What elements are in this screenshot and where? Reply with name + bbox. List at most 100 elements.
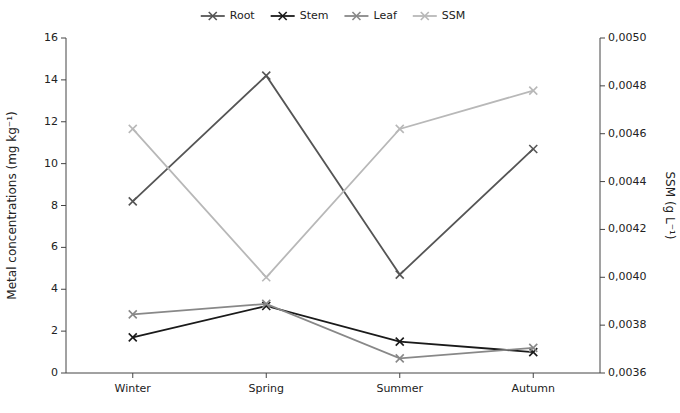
x-axis-line: [66, 373, 600, 374]
marker-stroke: [129, 125, 137, 133]
marker-stroke: [396, 354, 404, 362]
y-tick-label: 12: [44, 115, 58, 128]
marker-stroke: [529, 145, 537, 153]
marker-stroke: [129, 310, 137, 318]
marker-stroke: [396, 354, 404, 362]
marker-stroke: [529, 145, 537, 153]
y2-axis-label: SSM (g L⁻¹): [663, 171, 677, 239]
marker-stroke: [396, 271, 404, 279]
marker: [529, 348, 537, 356]
legend-item: Leaf: [344, 9, 397, 22]
y-tick-label: 0: [51, 366, 58, 379]
y2-tick-label: 0,0038: [608, 318, 647, 331]
y2-tick-label: 0,0040: [608, 270, 647, 283]
legend-label: Leaf: [373, 9, 397, 22]
marker: [529, 87, 537, 95]
y-tick-label: 10: [44, 157, 58, 170]
marker: [396, 354, 404, 362]
marker-stroke: [279, 12, 287, 20]
y2-tick-label: 0,0042: [608, 222, 647, 235]
marker: [396, 125, 404, 133]
marker: [529, 344, 537, 352]
y-tick-label: 14: [44, 73, 58, 86]
marker: [129, 333, 137, 341]
y-tick: [61, 331, 66, 332]
marker-stroke: [396, 271, 404, 279]
x-tick: [399, 373, 400, 378]
legend-label: Stem: [300, 9, 329, 22]
legend-label: SSM: [442, 9, 465, 22]
y-tick-label: 8: [51, 199, 58, 212]
marker: [262, 273, 270, 281]
y-tick: [61, 163, 66, 164]
y2-axis-line: [600, 38, 601, 373]
marker-stroke: [262, 300, 270, 308]
x-tick-label: Winter: [115, 382, 152, 395]
marker: [262, 72, 270, 80]
marker-stroke: [529, 87, 537, 95]
y2-tick-label: 0,0046: [608, 127, 647, 140]
legend-marker: [352, 12, 360, 20]
series-line: [133, 76, 534, 275]
y2-tick-label: 0,0036: [608, 366, 647, 379]
marker: [262, 300, 270, 308]
marker-stroke: [396, 125, 404, 133]
y-tick: [61, 205, 66, 206]
marker-stroke: [209, 12, 217, 20]
marker-stroke: [529, 344, 537, 352]
legend-label: Root: [230, 9, 256, 22]
y2-tick: [600, 325, 605, 326]
y-tick-label: 6: [51, 240, 58, 253]
marker-stroke: [129, 125, 137, 133]
marker-stroke: [529, 348, 537, 356]
marker-stroke: [279, 12, 287, 20]
y-tick: [61, 79, 66, 80]
x-tick-label: Autumn: [512, 382, 555, 395]
y2-tick-label: 0,0044: [608, 175, 647, 188]
marker-stroke: [352, 12, 360, 20]
y2-tick-label: 0,0048: [608, 79, 647, 92]
y2-tick: [600, 85, 605, 86]
chart: 0246810121416Metal concentrations (mg kg…: [0, 0, 680, 413]
x-tick: [533, 373, 534, 378]
marker-stroke: [262, 300, 270, 308]
marker-stroke: [129, 333, 137, 341]
marker-stroke: [396, 125, 404, 133]
y2-tick: [600, 373, 605, 374]
marker-stroke: [352, 12, 360, 20]
marker: [529, 145, 537, 153]
marker-stroke: [396, 338, 404, 346]
marker: [129, 125, 137, 133]
x-tick: [266, 373, 267, 378]
marker-stroke: [209, 12, 217, 20]
y-tick: [61, 121, 66, 122]
marker: [129, 310, 137, 318]
marker-stroke: [262, 72, 270, 80]
y2-tick: [600, 229, 605, 230]
series-line: [133, 304, 534, 358]
marker-stroke: [129, 333, 137, 341]
marker-stroke: [421, 12, 429, 20]
legend-marker: [279, 12, 287, 20]
marker-stroke: [529, 344, 537, 352]
legend-item: SSM: [413, 9, 465, 22]
series-line: [133, 306, 534, 352]
x-tick-label: Spring: [249, 382, 285, 395]
y-tick-label: 4: [51, 282, 58, 295]
legend-item: Root: [201, 9, 256, 22]
marker-stroke: [262, 273, 270, 281]
y2-tick: [600, 277, 605, 278]
marker: [396, 271, 404, 279]
marker: [396, 338, 404, 346]
marker-stroke: [262, 72, 270, 80]
series-line: [133, 91, 534, 278]
x-tick-label: Summer: [376, 382, 423, 395]
legend: Root Stem Leaf SSM: [201, 9, 466, 22]
marker-stroke: [129, 197, 137, 205]
y2-tick-label: 0,0050: [608, 31, 647, 44]
y2-tick: [600, 133, 605, 134]
marker-stroke: [396, 338, 404, 346]
y-axis-label: Metal concentrations (mg kg⁻¹): [5, 111, 19, 299]
y-tick: [61, 373, 66, 374]
y2-tick: [600, 38, 605, 39]
